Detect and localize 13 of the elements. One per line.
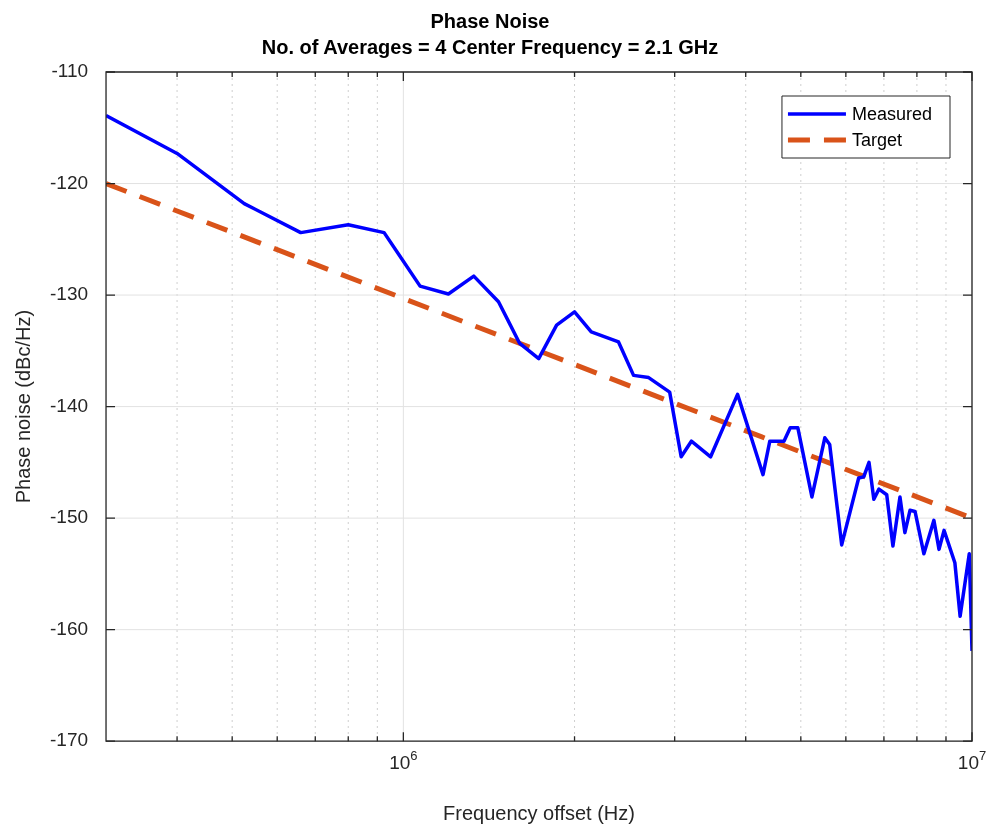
y-tick-label: -110: [51, 60, 89, 82]
legend-label: Measured: [851, 103, 932, 124]
legend-label: Target: [851, 129, 902, 150]
y-tick-label: -120: [50, 171, 89, 193]
chart-title: Phase Noise: [430, 9, 550, 32]
y-tick-label: -150: [50, 506, 89, 528]
x-axis-title: Frequency offset (Hz): [443, 801, 635, 824]
chart-subtitle: No. of Averages = 4 Center Frequency = 2.1 GHz: [261, 35, 719, 58]
y-tick-label: -130: [50, 283, 89, 305]
y-tick-label: -140: [50, 394, 89, 416]
y-axis-title: Phase noise (dBc/Hz): [11, 309, 34, 504]
y-tick-label: -160: [50, 617, 89, 639]
y-tick-label: -170: [50, 729, 89, 751]
